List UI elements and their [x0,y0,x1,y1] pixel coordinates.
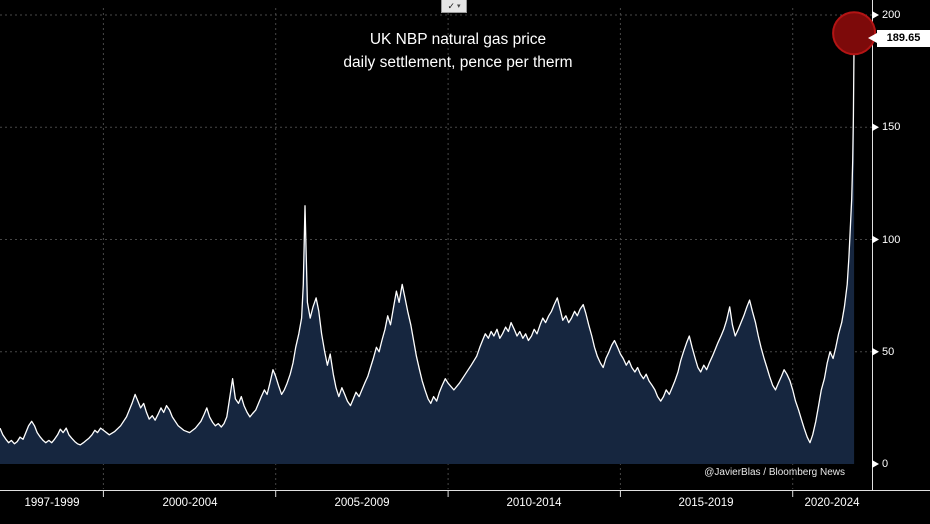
x-axis-label-1997-1999: 1997-1999 [24,497,80,509]
x-axis-label-2010-2014: 2010-2014 [506,497,562,509]
last-price-flag: 189.65 [877,30,930,47]
last-price-flag-notch [868,33,877,43]
chart-title: UK NBP natural gas price daily settlemen… [343,28,572,74]
attribution-text: @JavierBlas / Bloomberg News [704,467,845,478]
y-axis-label-200: 200 [882,9,901,21]
chevron-down-icon: ▾ [457,2,461,10]
x-axis-label-2015-2019: 2015-2019 [678,497,734,509]
y-axis-label-150: 150 [882,121,901,133]
check-icon: ✓ [447,0,456,11]
x-axis-label-2020-2024: 2020-2024 [804,497,860,509]
x-axis-label-2005-2009: 2005-2009 [334,497,390,509]
y-axis-label-0: 0 [882,458,889,470]
y-axis-label-100: 100 [882,234,901,246]
y-axis-label-50: 50 [882,346,895,358]
chart-title-line1: UK NBP natural gas price [369,31,547,48]
chart-menu-button[interactable]: ✓ ▾ [441,0,467,13]
x-axis-label-2000-2004: 2000-2004 [162,497,218,509]
chart-title-line2: daily settlement, pence per therm [343,54,573,71]
